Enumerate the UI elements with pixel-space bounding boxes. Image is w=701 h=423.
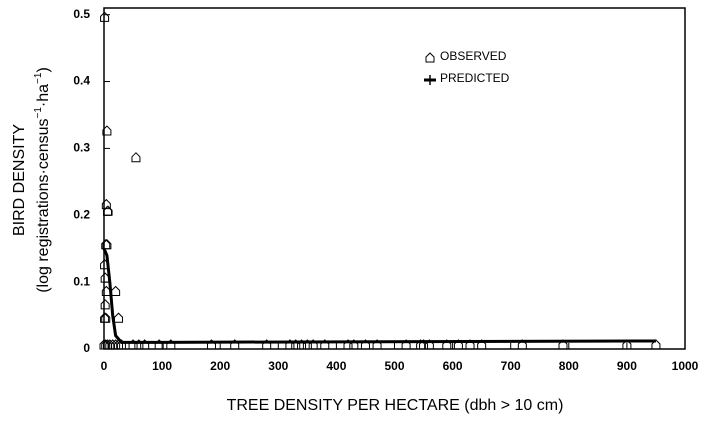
y-units-part: ) <box>35 67 52 72</box>
y-units-part: −1 <box>33 72 44 84</box>
x-axis-label: TREE DENSITY PER HECTARE (dbh > 10 cm) <box>227 397 564 414</box>
observed-point <box>131 152 141 163</box>
x-tick-label: 100 <box>152 359 172 373</box>
observed-point <box>111 339 121 350</box>
x-tick-label: 600 <box>443 359 463 373</box>
y-axis-units: (log registrations·census−1·ha−1) <box>33 67 52 293</box>
y-tick-label: 0.2 <box>73 207 90 221</box>
y-units-part: −1 <box>33 107 44 119</box>
x-tick-label: 400 <box>326 359 346 373</box>
y-axis-label: BIRD DENSITY <box>11 124 28 236</box>
x-tick-label: 300 <box>268 359 288 373</box>
y-tick-label: 0 <box>83 341 90 355</box>
observed-point <box>651 339 661 350</box>
x-tick-label: 700 <box>501 359 521 373</box>
observed-point <box>100 11 110 22</box>
y-units-part: ·ha <box>35 84 52 107</box>
x-tick-label: 1000 <box>672 359 699 373</box>
x-tick-label: 800 <box>559 359 579 373</box>
x-tick-label: 500 <box>384 359 404 373</box>
observed-point <box>114 312 124 323</box>
observed-point <box>100 272 110 283</box>
plot-frame <box>103 7 686 350</box>
legend-observed-symbol <box>425 52 435 63</box>
legend-label: OBSERVED <box>440 49 507 63</box>
y-units-part: (log registrations·census <box>35 118 52 292</box>
y-tick-label: 0.4 <box>73 74 90 88</box>
observed-point <box>101 312 111 323</box>
y-tick-label: 0.5 <box>73 7 90 21</box>
observed-point <box>102 125 112 136</box>
predicted-line <box>102 248 656 344</box>
observed-point <box>100 299 110 310</box>
x-tick-label: 200 <box>210 359 230 373</box>
observed-point <box>101 198 111 210</box>
observed-point <box>102 238 112 250</box>
y-tick-label: 0.1 <box>73 274 90 288</box>
observed-point <box>101 285 111 297</box>
legend-label: PREDICTED <box>440 71 510 85</box>
observed-point <box>103 205 113 216</box>
observed-point <box>111 285 121 297</box>
x-tick-label: 900 <box>617 359 637 373</box>
y-tick-label: 0.3 <box>73 141 90 155</box>
x-tick-label: 0 <box>101 359 108 373</box>
